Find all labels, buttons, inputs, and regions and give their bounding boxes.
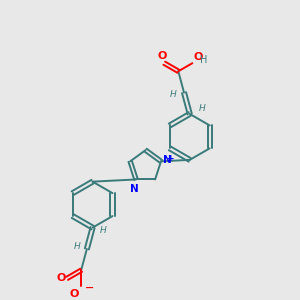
Text: O: O [69,289,79,299]
Text: H: H [74,242,80,251]
Text: H: H [200,55,207,65]
Text: −: − [85,283,95,293]
Text: H: H [199,103,205,112]
Text: O: O [157,51,167,61]
Text: H: H [100,226,107,235]
Text: O: O [194,52,203,62]
Text: N: N [130,184,139,194]
Text: H: H [170,90,177,99]
Text: O: O [56,273,66,283]
Text: N: N [163,155,172,166]
Text: +: + [167,154,175,163]
